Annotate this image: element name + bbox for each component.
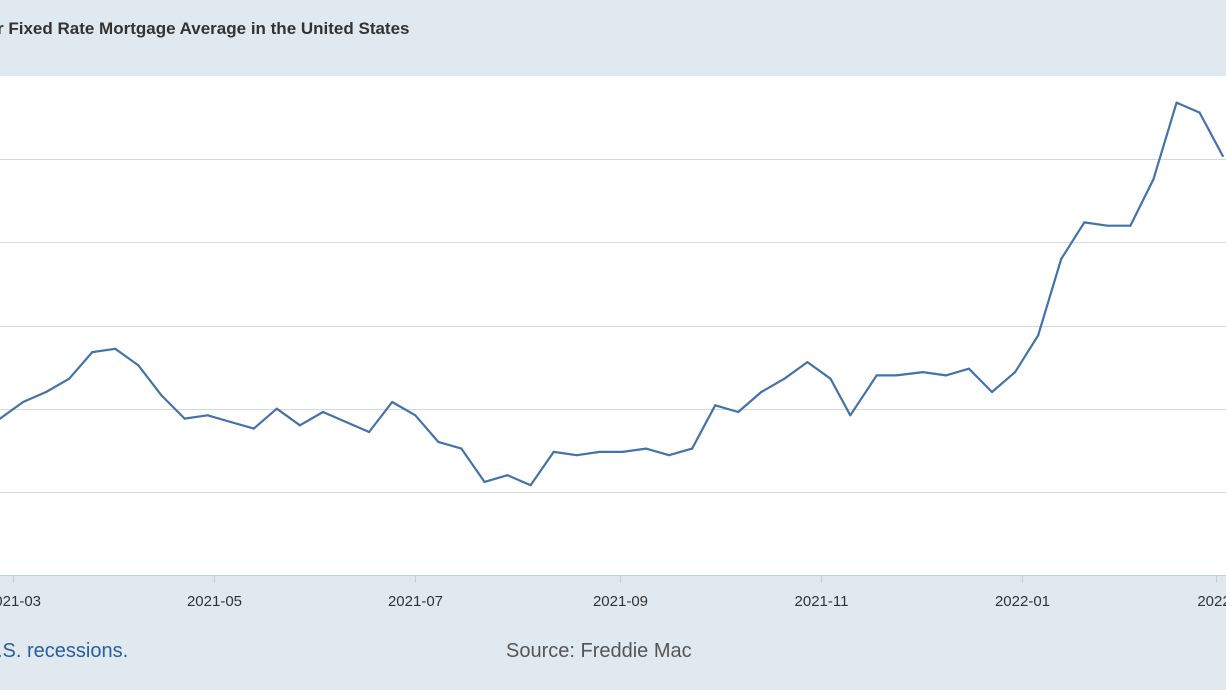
data-point (552, 450, 555, 453)
data-point (368, 430, 371, 434)
data-point (137, 364, 140, 367)
data-point (252, 427, 255, 430)
data-point (1014, 371, 1017, 374)
data-point (298, 424, 301, 427)
data-point (68, 377, 71, 380)
data-point (1198, 111, 1201, 114)
data-point (1060, 257, 1063, 261)
data-point (91, 351, 94, 354)
x-tick-label: 2021-05 (187, 593, 242, 610)
data-point (321, 410, 325, 414)
data-point (183, 417, 186, 420)
data-point (598, 450, 601, 453)
series-points (0, 101, 1224, 487)
data-point (667, 454, 671, 457)
x-axis: 2021-03 2021-05 2021-07 2021-09 2021-11 2022-… (0, 575, 1226, 610)
data-point (391, 400, 394, 404)
data-point (849, 414, 852, 417)
data-point (45, 390, 48, 394)
data-point (760, 390, 763, 394)
data-point (114, 347, 117, 350)
data-point (22, 400, 25, 404)
data-point (967, 367, 971, 370)
data-point (437, 440, 440, 443)
data-point (1083, 221, 1086, 224)
data-point (737, 410, 740, 414)
data-point (895, 374, 898, 377)
data-point (644, 447, 648, 450)
chart-title: r Fixed Rate Mortgage Average in the Uni… (0, 19, 410, 38)
data-point (414, 414, 417, 417)
x-tick-label: 2021-11 (795, 593, 849, 610)
data-point (229, 420, 232, 424)
x-tick-label: 2021-03 (0, 593, 41, 610)
data-point (691, 447, 694, 450)
data-point (206, 414, 209, 417)
data-point (1221, 154, 1224, 157)
data-point (1106, 224, 1109, 227)
data-point (529, 484, 532, 487)
data-point (1175, 101, 1178, 104)
data-point (990, 390, 994, 394)
x-tick-label: 2022-01 (995, 593, 1050, 610)
data-point (506, 474, 509, 477)
x-tick-label: 2021-07 (388, 593, 443, 610)
data-point (714, 404, 717, 407)
data-point (944, 374, 948, 377)
data-point (921, 371, 924, 374)
data-point (160, 394, 163, 397)
data-point (1152, 178, 1155, 181)
data-point (783, 377, 786, 380)
data-point (806, 361, 809, 364)
data-point (483, 480, 486, 483)
gridlines (0, 159, 1226, 493)
recessions-link[interactable]: .S. recessions. (0, 640, 129, 662)
series-line (0, 101, 1224, 487)
data-point (875, 374, 878, 377)
data-point (575, 454, 578, 457)
x-tick-label: 2021-09 (593, 593, 648, 610)
data-point (344, 420, 348, 424)
source-label: Source: Freddie Mac (506, 640, 692, 662)
data-point (829, 377, 832, 380)
data-point (1037, 334, 1040, 337)
data-point (0, 417, 2, 420)
data-point (621, 450, 625, 453)
data-point (1129, 224, 1132, 227)
data-point (460, 447, 463, 450)
x-tick-label: 2022- (1197, 593, 1226, 610)
data-point (275, 407, 278, 410)
